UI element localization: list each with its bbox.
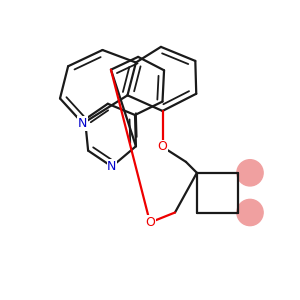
Text: N: N (78, 117, 88, 130)
Text: O: O (145, 216, 155, 229)
Circle shape (237, 200, 263, 226)
Circle shape (237, 160, 263, 186)
Text: N: N (107, 160, 117, 173)
Text: O: O (158, 140, 167, 153)
